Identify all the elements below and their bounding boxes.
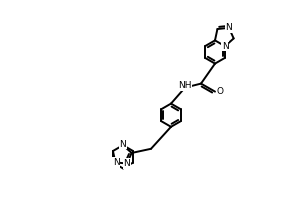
Text: N: N — [226, 23, 232, 32]
Text: N: N — [124, 159, 130, 168]
Text: O: O — [217, 87, 224, 96]
Text: N: N — [222, 42, 228, 51]
Text: N: N — [120, 140, 126, 149]
Text: N: N — [113, 158, 120, 167]
Text: NH: NH — [178, 81, 192, 90]
